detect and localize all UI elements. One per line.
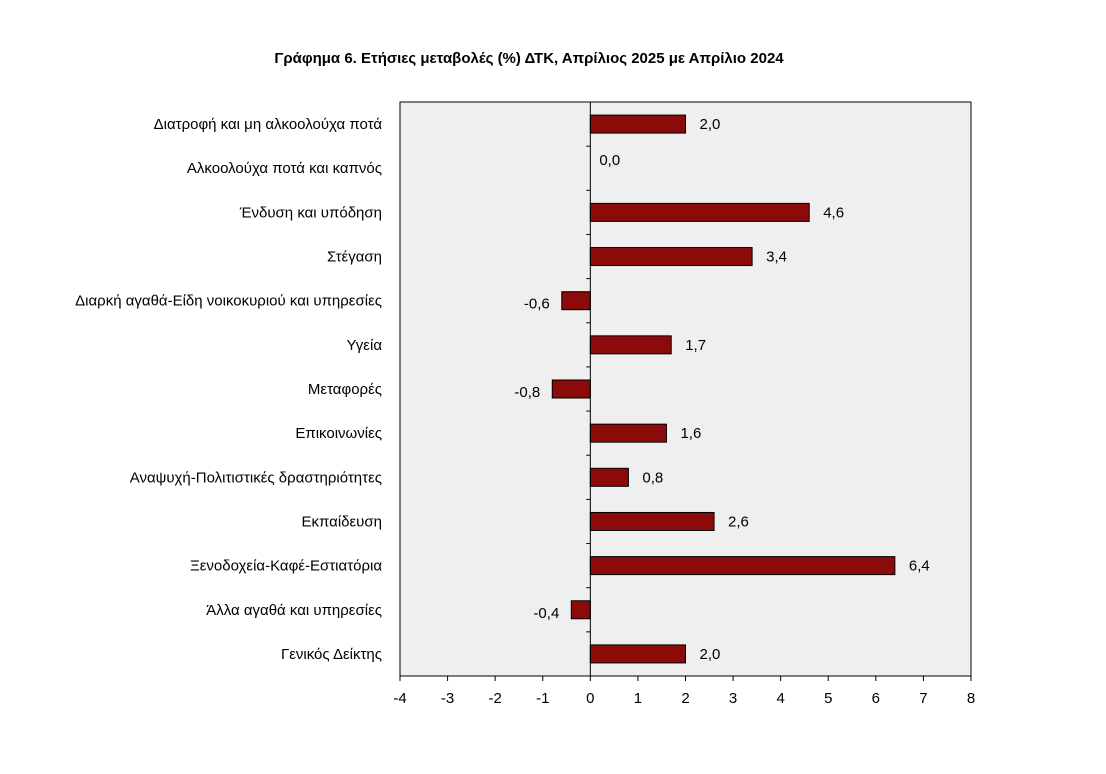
category-label: Αναψυχή-Πολιτιστικές δραστηριότητες (130, 469, 382, 486)
data-label: 2,6 (728, 513, 749, 530)
x-tick-label: -2 (488, 690, 501, 707)
bar (589, 644, 686, 664)
bar (551, 379, 591, 399)
plot-area (399, 101, 972, 677)
data-label: 1,7 (685, 337, 706, 354)
data-label: -0,4 (533, 605, 559, 622)
bar (589, 247, 753, 267)
x-tick-label: 4 (776, 690, 784, 707)
chart-title: Γράφημα 6. Ετήσιες μεταβολές (%) ΔΤΚ, Απ… (274, 50, 784, 67)
x-tick-label: -1 (536, 690, 549, 707)
bar (589, 556, 896, 576)
category-label: Μεταφορές (308, 381, 382, 398)
category-label: Ένδυση και υπόδηση (239, 204, 382, 221)
category-label: Στέγαση (327, 249, 382, 266)
category-label: Ξενοδοχεία-Καφέ-Εστιατόρια (190, 558, 382, 575)
bar (589, 423, 667, 443)
category-label: Διαρκή αγαθά-Είδη νοικοκυριού και υπηρεσ… (75, 293, 382, 310)
x-tick-label: 2 (681, 690, 689, 707)
data-label: -0,8 (514, 384, 540, 401)
axis-layer: -4 -3 -2 -1 0 1 2 3 4 5 6 7 8 (393, 101, 975, 707)
bar (589, 467, 629, 487)
x-tick-label: 5 (824, 690, 832, 707)
category-label: Διατροφή και μη αλκοολούχα ποτά (154, 116, 383, 133)
x-tick-label: 1 (634, 690, 642, 707)
data-label: 2,0 (700, 116, 721, 133)
bar (561, 291, 591, 311)
data-label: 2,0 (700, 646, 721, 663)
bar (589, 335, 672, 355)
category-label: Εκπαίδευση (302, 513, 383, 530)
bar (589, 202, 810, 222)
data-label: 0,0 (599, 152, 620, 169)
category-label: Άλλα αγαθά και υπηρεσίες (206, 602, 382, 619)
data-label: 6,4 (909, 558, 930, 575)
category-label: Υγεία (347, 337, 383, 354)
x-tick-label: 6 (872, 690, 880, 707)
bar (589, 114, 686, 134)
x-tick-label: 7 (919, 690, 927, 707)
x-tick-label: -3 (441, 690, 454, 707)
data-label: 3,4 (766, 249, 787, 266)
category-label: Γενικός Δείκτης (281, 646, 382, 663)
x-tick-label: -4 (393, 690, 406, 707)
x-tick-label: 0 (586, 690, 594, 707)
bar (570, 600, 591, 620)
x-tick-label: 8 (967, 690, 975, 707)
category-label: Αλκοολούχα ποτά και καπνός (187, 160, 382, 177)
x-tick-label: 3 (729, 690, 737, 707)
data-label: 1,6 (680, 425, 701, 442)
category-label: Επικοινωνίες (295, 425, 382, 442)
data-label: -0,6 (524, 296, 550, 313)
data-label: 0,8 (642, 469, 663, 486)
labels-layer: Διατροφή και μη αλκοολούχα ποτά 2,0 Αλκοολ… (75, 116, 930, 663)
data-label: 4,6 (823, 204, 844, 221)
bar (589, 511, 715, 531)
